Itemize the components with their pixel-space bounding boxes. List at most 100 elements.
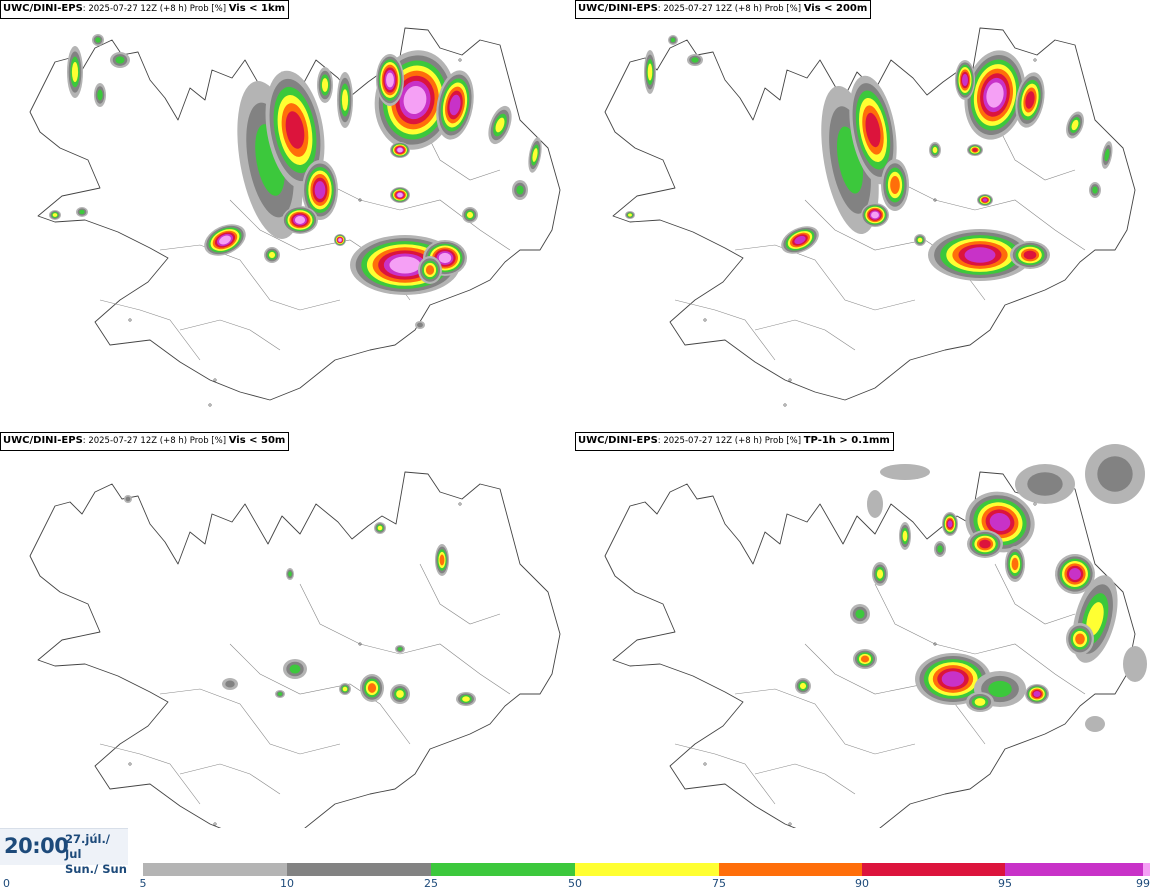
islet xyxy=(358,198,362,202)
colorbar-bin xyxy=(431,863,575,876)
colorbar-bin xyxy=(862,863,1005,876)
probability-blob xyxy=(899,522,911,550)
probability-blob xyxy=(934,541,946,557)
probability-contour xyxy=(389,256,421,274)
probability-blob xyxy=(94,83,106,107)
probability-contour xyxy=(449,94,461,116)
probability-blob xyxy=(456,692,476,706)
probability-blob xyxy=(795,678,811,694)
islet xyxy=(458,502,462,506)
probability-contour xyxy=(1025,91,1035,109)
probability-blob xyxy=(395,645,405,653)
probability-blob xyxy=(1025,684,1049,704)
probability-blob xyxy=(374,522,386,534)
probability-blob xyxy=(1123,646,1147,682)
region-boundary xyxy=(99,743,201,805)
colorbar-tick-label: 90 xyxy=(855,877,869,890)
valid-time: 20:00 xyxy=(4,834,69,858)
probability-contour xyxy=(338,238,342,242)
probability-contour xyxy=(462,696,470,702)
panel-title: UWC/DINI-EPS: 2025-07-27 12Z (+8 h) Prob… xyxy=(575,0,872,19)
probability-contour xyxy=(670,37,676,43)
probability-blob xyxy=(967,144,983,156)
probability-blob xyxy=(1089,182,1101,198)
probability-blob xyxy=(781,226,819,254)
region-boundary xyxy=(674,743,776,805)
probability-blob xyxy=(286,568,294,580)
probability-contour xyxy=(979,539,991,549)
probability-contour xyxy=(974,698,986,706)
probability-blob xyxy=(418,256,442,284)
probability-contour xyxy=(397,647,403,651)
probability-contour xyxy=(417,322,423,328)
map-panel-vis-1km: UWC/DINI-EPS: 2025-07-27 12Z (+8 h) Prob… xyxy=(0,0,575,430)
probability-blob xyxy=(302,160,338,220)
probability-blob xyxy=(376,54,404,106)
probability-blob xyxy=(644,50,656,94)
probability-blob xyxy=(265,70,325,190)
coastline-path xyxy=(29,27,561,401)
probability-blob xyxy=(861,203,889,227)
islet xyxy=(358,642,362,646)
islet xyxy=(128,762,132,766)
probability-contour xyxy=(314,181,326,199)
region-boundary xyxy=(994,119,1076,181)
probability-contour xyxy=(225,680,235,688)
coastline xyxy=(604,27,1136,407)
probability-contour xyxy=(972,148,978,152)
valid-date: 27.júl./ Jul Sun./ Sun xyxy=(65,832,128,877)
iceland-map xyxy=(29,471,561,828)
probability-blob xyxy=(853,649,877,669)
probability-contour xyxy=(986,82,1004,108)
probability-contour xyxy=(495,117,505,133)
probability-contour xyxy=(1092,186,1098,194)
islet xyxy=(788,822,792,826)
probability-blob xyxy=(264,247,280,263)
probability-blob xyxy=(881,159,909,211)
probability-contour xyxy=(941,671,965,687)
probability-blob xyxy=(1101,141,1113,169)
probability-contour xyxy=(890,176,900,194)
probability-contour xyxy=(425,265,435,275)
region-boundary xyxy=(229,643,411,745)
probability-contour xyxy=(1086,602,1104,636)
probability-contour xyxy=(988,680,1012,698)
probability-contour xyxy=(294,216,306,224)
islet xyxy=(213,822,217,826)
probability-contour xyxy=(1069,568,1081,580)
colorbar-bin xyxy=(1143,863,1150,876)
probability-contour xyxy=(855,609,865,619)
islet xyxy=(933,198,937,202)
probability-contour xyxy=(439,554,445,566)
probability-contour xyxy=(962,74,968,86)
probability-blob xyxy=(390,142,410,158)
probability-contour xyxy=(1071,119,1079,131)
probability-blob xyxy=(1010,241,1050,269)
probability-contour xyxy=(386,72,394,88)
probability-blob xyxy=(668,35,678,45)
probability-contour xyxy=(532,148,538,162)
probability-blob xyxy=(339,683,351,695)
probability-contour xyxy=(794,235,806,245)
probability-blob xyxy=(436,70,474,140)
panel-title: UWC/DINI-EPS: 2025-07-27 12Z (+8 h) Prob… xyxy=(0,0,290,19)
islet xyxy=(783,403,787,407)
islet xyxy=(1033,502,1037,506)
colorbar-bin xyxy=(719,863,862,876)
probability-contour xyxy=(285,111,305,149)
islet xyxy=(458,58,462,62)
probability-contour xyxy=(516,185,524,195)
probability-blob xyxy=(955,60,975,100)
probability-blob xyxy=(49,210,61,220)
probability-blob xyxy=(1085,716,1105,732)
probability-blob xyxy=(867,490,883,518)
colorbar-tick-label: 95 xyxy=(998,877,1012,890)
valid-time-box: 20:00 27.júl./ Jul Sun./ Sun xyxy=(0,828,128,876)
probability-contour xyxy=(341,89,349,111)
colorbar-bin xyxy=(1005,863,1143,876)
probability-contour xyxy=(989,512,1011,532)
probability-contour xyxy=(95,37,101,43)
probability-blob xyxy=(76,207,88,217)
probability-contour xyxy=(125,496,131,502)
region-boundary xyxy=(994,563,1076,625)
